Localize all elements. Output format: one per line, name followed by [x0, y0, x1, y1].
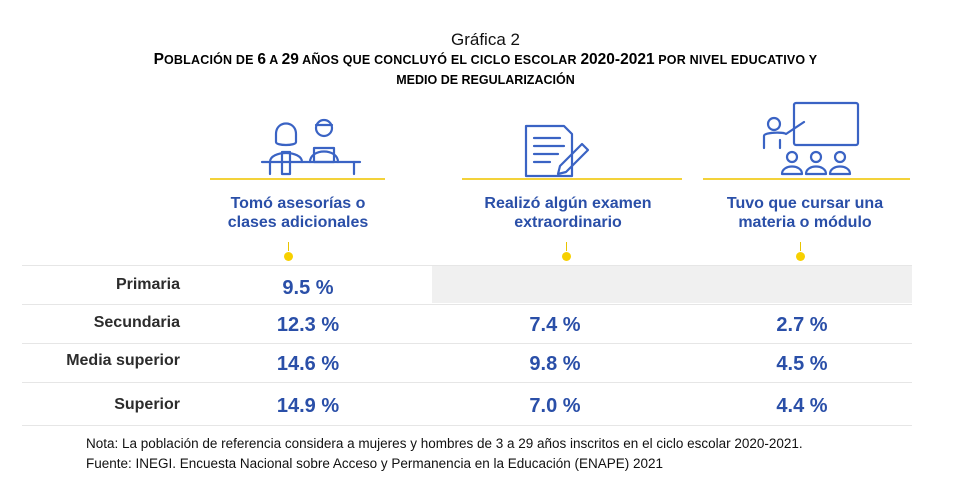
column-header-line2: extraordinario — [514, 214, 622, 231]
source-text: Fuente: INEGI. Encuesta Nacional sobre A… — [86, 456, 664, 471]
cell-media-superior-tutoring: 14.6 % — [276, 353, 340, 375]
column-header-course: Tuvo que cursar una materia o módulo — [705, 194, 905, 232]
note-text: Nota: La población de referencia conside… — [86, 436, 803, 451]
cell-media-superior-course: 4.5 % — [776, 353, 828, 375]
column-header-tutoring: Tomó asesorías o clases adicionales — [208, 194, 388, 232]
tutoring-icon — [258, 112, 368, 176]
column-header-line2: materia o módulo — [738, 214, 872, 231]
title-part-4: 29 — [281, 51, 299, 68]
classroom-icon — [756, 100, 866, 176]
cell-primaria-tutoring: 9.5 % — [282, 277, 334, 299]
title-part-5: AÑOS QUE CONCLUYÓ EL CICLO ESCOLAR — [298, 53, 581, 67]
row-separator — [22, 265, 912, 266]
row-label-superior: Superior — [114, 396, 180, 413]
column-header-exam: Realizó algún examen extraordinario — [458, 194, 678, 232]
row-separator — [22, 382, 912, 383]
chart-title: POBLACIÓN DE 6 A 29 AÑOS QUE CONCLUYÓ EL… — [0, 50, 971, 70]
column-dot-2 — [562, 242, 571, 261]
title-part-6: 2020-2021 — [580, 51, 655, 68]
title-part-0: P — [153, 51, 164, 68]
row-separator — [22, 304, 912, 305]
chart-title-line2: MEDIO DE REGULARIZACIÓN — [396, 73, 575, 87]
row-label-primaria: Primaria — [115, 276, 180, 293]
row-label-media-superior: Media superior — [66, 352, 180, 369]
chart-heading: Gráfica 2 POBLACIÓN DE 6 A 29 AÑOS QUE C… — [0, 30, 971, 90]
empty-cells-shade — [432, 266, 912, 303]
column-header-line1: Realizó algún examen — [484, 195, 652, 212]
column-header-line1: Tuvo que cursar una — [726, 195, 884, 212]
row-separator — [22, 343, 912, 344]
title-part-2: 6 — [257, 51, 266, 68]
yellow-divider-3 — [703, 178, 910, 180]
cell-superior-tutoring: 14.9 % — [276, 395, 340, 417]
yellow-divider-2 — [462, 178, 682, 180]
cell-superior-course: 4.4 % — [776, 395, 828, 417]
cell-superior-exam: 7.0 % — [529, 395, 581, 417]
cell-secundaria-course: 2.7 % — [776, 314, 828, 336]
figure-label: Gráfica 2 — [451, 30, 520, 49]
exam-document-icon — [520, 122, 592, 180]
title-part-1: OBLACIÓN DE — [164, 53, 258, 67]
row-separator — [22, 425, 912, 426]
cell-media-superior-exam: 9.8 % — [529, 353, 581, 375]
title-part-7: POR NIVEL EDUCATIVO Y — [654, 53, 818, 67]
cell-secundaria-tutoring: 12.3 % — [276, 314, 340, 336]
column-header-line1: Tomó asesorías o — [230, 195, 366, 212]
column-header-line2: clases adicionales — [227, 214, 369, 231]
yellow-divider-1 — [210, 178, 385, 180]
column-dot-3 — [796, 242, 805, 261]
cell-secundaria-exam: 7.4 % — [529, 314, 581, 336]
title-part-3: A — [266, 53, 282, 67]
row-label-secundaria: Secundaria — [93, 314, 180, 331]
column-dot-1 — [284, 242, 293, 261]
